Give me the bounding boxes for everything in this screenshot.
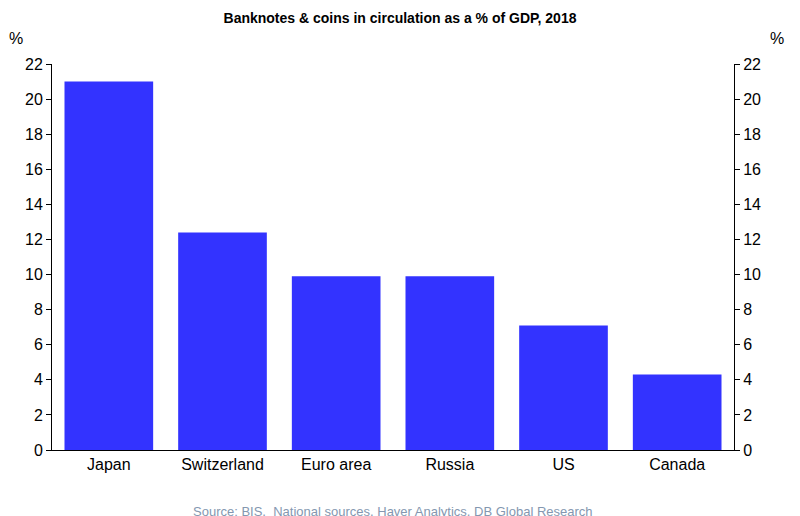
svg-text:22: 22: [743, 56, 761, 73]
svg-text:10: 10: [25, 266, 43, 283]
svg-text:US: US: [552, 456, 574, 473]
svg-text:8: 8: [743, 301, 752, 318]
svg-text:%: %: [770, 30, 784, 47]
svg-text:Canada: Canada: [649, 456, 705, 473]
svg-text:Banknotes & coins in circulati: Banknotes & coins in circulation as a % …: [224, 10, 577, 26]
svg-text:Switzerland: Switzerland: [181, 456, 264, 473]
svg-text:18: 18: [743, 126, 761, 143]
svg-text:12: 12: [743, 231, 761, 248]
svg-text:22: 22: [25, 56, 43, 73]
svg-text:16: 16: [25, 161, 43, 178]
svg-text:Euro area: Euro area: [301, 456, 371, 473]
svg-text:14: 14: [25, 196, 43, 213]
svg-text:6: 6: [743, 336, 752, 353]
svg-text:0: 0: [34, 442, 43, 459]
svg-text:Russia: Russia: [425, 456, 474, 473]
svg-text:8: 8: [34, 301, 43, 318]
svg-text:12: 12: [25, 231, 43, 248]
svg-text:4: 4: [34, 371, 43, 388]
svg-text:16: 16: [743, 161, 761, 178]
svg-text:10: 10: [743, 266, 761, 283]
svg-text:6: 6: [34, 336, 43, 353]
svg-text:20: 20: [743, 91, 761, 108]
svg-text:Source: BIS, National sources: Source: BIS, National sources, Haver Ana…: [193, 504, 593, 516]
svg-text:%: %: [9, 30, 23, 47]
svg-text:14: 14: [743, 196, 761, 213]
svg-text:2: 2: [743, 407, 752, 424]
svg-text:4: 4: [743, 371, 752, 388]
svg-text:0: 0: [743, 442, 752, 459]
svg-text:18: 18: [25, 126, 43, 143]
svg-text:Japan: Japan: [87, 456, 131, 473]
svg-text:2: 2: [34, 407, 43, 424]
svg-text:20: 20: [25, 91, 43, 108]
